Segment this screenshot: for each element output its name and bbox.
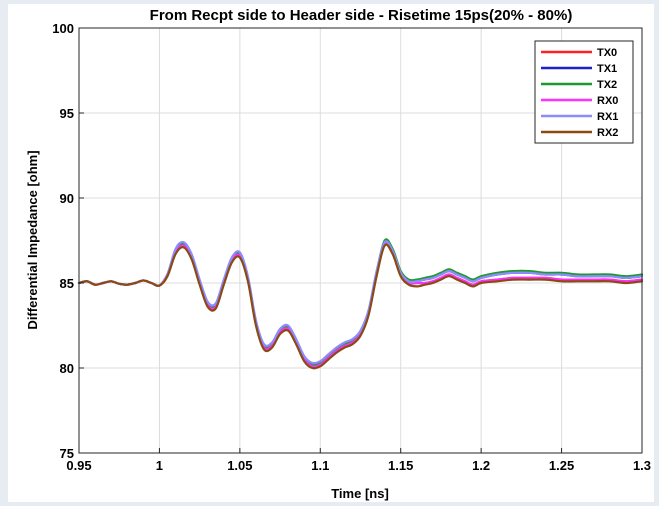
legend: TX0 TX1 TX2 RX0 RX1 RX2: [534, 40, 634, 144]
plot-frame: [78, 27, 643, 454]
x-tick-label: 1.05: [227, 458, 252, 473]
chart-title: From Recpt side to Header side - Risetim…: [150, 7, 573, 24]
y-tick-label: 95: [60, 106, 74, 121]
y-axis-title: Differential Impedance [ohm]: [25, 150, 40, 329]
y-tick-label: 80: [60, 361, 74, 376]
y-tick-label: 100: [52, 21, 74, 36]
x-tick-label: 1.15: [388, 458, 413, 473]
series-line-rx2: [77, 243, 644, 370]
legend-label-rx2: RX2: [597, 127, 618, 139]
legend-box: [534, 40, 634, 144]
legend-label-rx1: RX1: [597, 111, 618, 123]
x-tick-label: 1: [156, 458, 163, 473]
y-tick-label: 85: [60, 276, 74, 291]
x-tick-label: 1.1: [311, 458, 329, 473]
y-tick-label: 90: [60, 191, 74, 206]
x-tick-label: 0.95: [66, 458, 91, 473]
x-tick-label: 1.2: [472, 458, 490, 473]
legend-label-tx1: TX1: [597, 63, 617, 75]
x-tick-label: 1.3: [633, 458, 651, 473]
legend-label-tx2: TX2: [597, 79, 617, 91]
ticks: 0.95 1 1.05 1.1 1.15 1.2 1.25 1.3 75 80 85 90 95 100: [52, 21, 651, 473]
series-lines: [77, 238, 644, 370]
legend-label-tx0: TX0: [597, 47, 617, 59]
y-tick-label: 75: [60, 446, 74, 461]
x-axis-title: Time [ns]: [331, 486, 389, 501]
legend-label-rx0: RX0: [597, 95, 618, 107]
x-tick-label: 1.25: [549, 458, 574, 473]
